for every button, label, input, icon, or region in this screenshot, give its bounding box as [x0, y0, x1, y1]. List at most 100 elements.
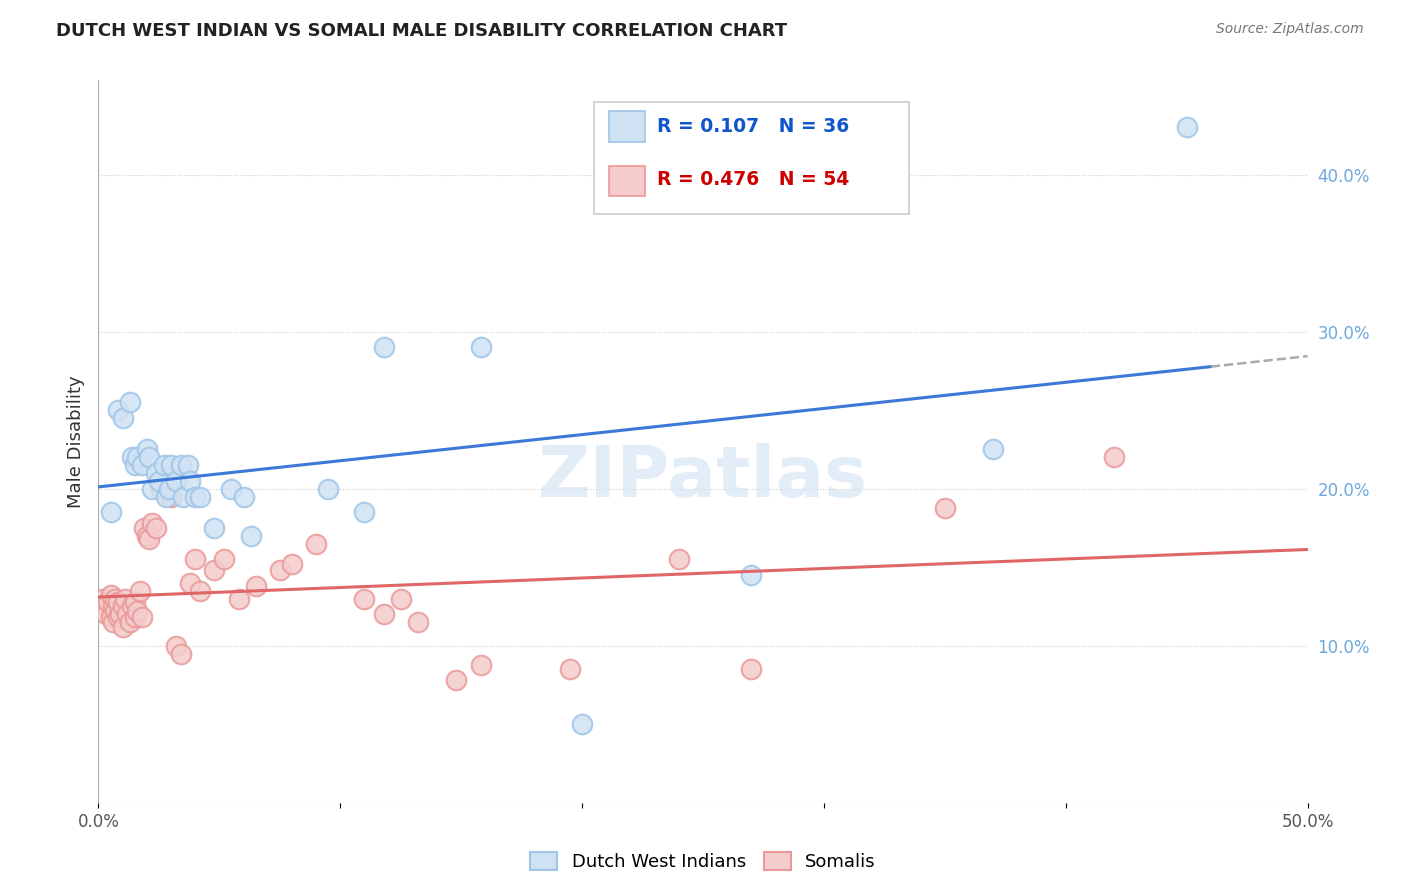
- Point: [316, 482, 339, 496]
- Point: [118, 615, 141, 630]
- Point: [373, 607, 395, 622]
- Point: [117, 607, 139, 622]
- Point: [353, 505, 375, 519]
- Point: [108, 607, 131, 622]
- Point: [127, 450, 149, 465]
- FancyBboxPatch shape: [609, 112, 645, 142]
- Point: [124, 458, 146, 472]
- Point: [571, 717, 593, 731]
- Point: [138, 532, 160, 546]
- Point: [107, 403, 129, 417]
- Point: [1175, 120, 1198, 135]
- Point: [269, 563, 291, 577]
- Text: ZIPatlas: ZIPatlas: [538, 443, 868, 512]
- Point: [389, 591, 412, 606]
- Point: [118, 395, 141, 409]
- Point: [124, 595, 146, 609]
- Point: [94, 607, 117, 622]
- Point: [740, 662, 762, 676]
- Point: [91, 591, 114, 606]
- Point: [169, 458, 191, 472]
- Point: [150, 482, 173, 496]
- Point: [184, 552, 207, 566]
- Point: [152, 458, 174, 472]
- Point: [127, 604, 149, 618]
- Point: [228, 591, 250, 606]
- Point: [281, 557, 304, 571]
- Point: [740, 568, 762, 582]
- Point: [141, 482, 163, 496]
- Point: [470, 340, 492, 354]
- Point: [121, 599, 143, 614]
- Point: [184, 490, 207, 504]
- Point: [470, 657, 492, 672]
- Point: [232, 490, 254, 504]
- Point: [145, 466, 167, 480]
- Point: [160, 490, 183, 504]
- Point: [100, 610, 122, 624]
- Point: [179, 575, 201, 590]
- FancyBboxPatch shape: [595, 102, 908, 214]
- Point: [179, 474, 201, 488]
- Point: [981, 442, 1004, 457]
- Point: [177, 458, 200, 472]
- Point: [124, 610, 146, 624]
- Point: [94, 599, 117, 614]
- Point: [107, 595, 129, 609]
- Point: [221, 482, 243, 496]
- Point: [114, 591, 136, 606]
- Point: [169, 647, 191, 661]
- Point: [131, 610, 153, 624]
- Point: [101, 615, 124, 630]
- Point: [131, 458, 153, 472]
- Text: Source: ZipAtlas.com: Source: ZipAtlas.com: [1216, 22, 1364, 37]
- Point: [934, 500, 956, 515]
- Point: [145, 521, 167, 535]
- Point: [446, 673, 468, 688]
- Point: [668, 552, 690, 566]
- Point: [406, 615, 429, 630]
- Point: [160, 458, 183, 472]
- Point: [188, 583, 211, 598]
- Point: [165, 639, 187, 653]
- Point: [204, 521, 226, 535]
- Point: [373, 340, 395, 354]
- FancyBboxPatch shape: [609, 166, 645, 196]
- Point: [111, 411, 134, 425]
- Point: [138, 450, 160, 465]
- Point: [135, 442, 157, 457]
- Point: [104, 591, 127, 606]
- Point: [204, 563, 226, 577]
- Point: [212, 552, 235, 566]
- Point: [104, 604, 127, 618]
- Point: [101, 599, 124, 614]
- Point: [157, 482, 180, 496]
- Point: [128, 583, 150, 598]
- Point: [134, 521, 156, 535]
- Point: [245, 579, 267, 593]
- Point: [107, 610, 129, 624]
- Point: [305, 536, 328, 550]
- Point: [1102, 450, 1125, 465]
- Text: R = 0.107   N = 36: R = 0.107 N = 36: [657, 117, 849, 136]
- Point: [141, 516, 163, 531]
- Point: [188, 490, 211, 504]
- Point: [172, 490, 194, 504]
- Text: DUTCH WEST INDIAN VS SOMALI MALE DISABILITY CORRELATION CHART: DUTCH WEST INDIAN VS SOMALI MALE DISABIL…: [56, 22, 787, 40]
- Point: [165, 474, 187, 488]
- Point: [558, 662, 581, 676]
- Legend: Dutch West Indians, Somalis: Dutch West Indians, Somalis: [523, 845, 883, 879]
- Point: [135, 529, 157, 543]
- Point: [239, 529, 262, 543]
- Point: [111, 620, 134, 634]
- Point: [155, 490, 177, 504]
- Point: [121, 450, 143, 465]
- Point: [111, 599, 134, 614]
- Point: [97, 595, 120, 609]
- Text: R = 0.476   N = 54: R = 0.476 N = 54: [657, 170, 849, 189]
- Point: [100, 505, 122, 519]
- Point: [148, 474, 170, 488]
- Point: [353, 591, 375, 606]
- Point: [100, 589, 122, 603]
- Y-axis label: Male Disability: Male Disability: [66, 376, 84, 508]
